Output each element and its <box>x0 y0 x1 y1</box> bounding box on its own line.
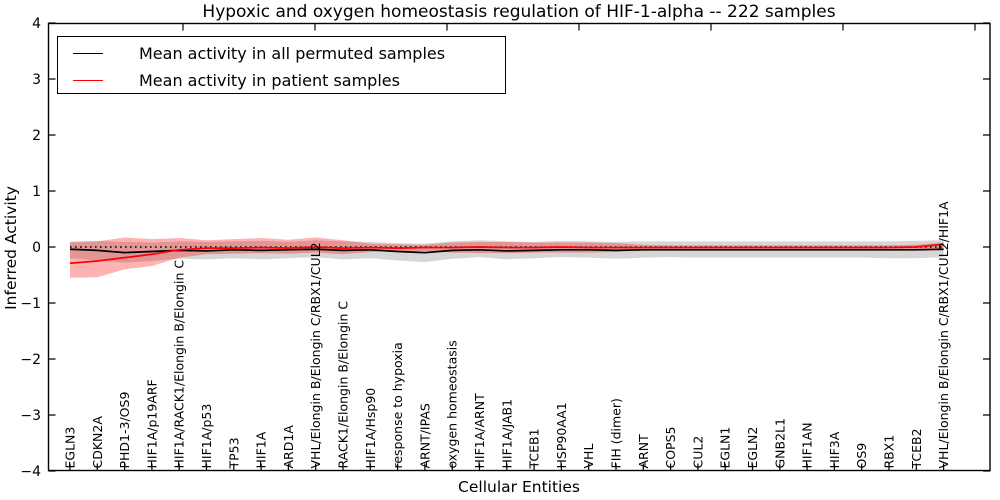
x-tick-label: ARD1A <box>281 425 296 469</box>
x-tick-label: HIF1A/p19ARF <box>144 379 159 468</box>
x-tick-label: HIF1AN <box>800 422 815 468</box>
x-tick-label: EGLN2 <box>745 427 760 469</box>
x-tick-label: HIF1A/RACK1/Elongin B/Elongin C <box>172 260 187 469</box>
x-tick-label: COPS5 <box>663 427 678 469</box>
legend-permuted-label: Mean activity in all permuted samples <box>139 43 446 63</box>
x-tick-label: VHL/Elongin B/Elongin C/RBX1/CUL2 <box>308 242 323 468</box>
y-tick-label: 1 <box>32 184 41 200</box>
x-tick-label: response to hypoxia <box>390 342 405 468</box>
x-tick-label: VHL/Elongin B/Elongin C/RBX1/CUL2/HIF1A <box>936 201 951 469</box>
x-tick-label: HIF1A/ARNT <box>472 393 487 469</box>
x-tick-label: VHL <box>581 444 596 469</box>
patient-mean-line <box>69 243 944 265</box>
y-tick-label: −4 <box>20 464 41 480</box>
x-tick-label: ARNT <box>636 434 651 469</box>
legend: Mean activity in all permuted samples Me… <box>57 36 506 94</box>
y-tick-label: 2 <box>32 128 41 144</box>
x-tick-label: PHD1-3/OS9 <box>117 392 132 469</box>
x-tick-label: ARNT/IPAS <box>417 403 432 468</box>
y-tick-label: 0 <box>32 240 41 256</box>
x-tick-label: CDKN2A <box>90 416 105 469</box>
x-axis-label: Cellular Entities <box>458 478 580 496</box>
x-tick-label: HIF1A/p53 <box>199 404 214 469</box>
legend-patient-line-icon <box>73 79 103 81</box>
x-tick-label: TCEB1 <box>527 428 542 469</box>
axis-ticks <box>48 22 990 472</box>
x-tick-label: GNB2L1 <box>772 418 787 468</box>
x-tick-label: HIF3A <box>827 431 842 468</box>
y-tick-label: −1 <box>20 296 41 312</box>
x-tick-label: EGLN1 <box>718 427 733 469</box>
y-tick-label: 4 <box>32 16 41 32</box>
permuted-mean-line <box>69 248 944 254</box>
x-tick-label: RBX1 <box>882 435 897 469</box>
x-tick-label: RACK1/Elongin B/Elongin C <box>336 301 351 469</box>
legend-patient-label: Mean activity in patient samples <box>139 70 400 90</box>
y-tick-label: −3 <box>20 408 41 424</box>
y-tick-label: −2 <box>20 352 41 368</box>
x-tick-label: HIF1A/Hsp90 <box>363 388 378 469</box>
legend-entry-patient: Mean activity in patient samples <box>58 67 505 93</box>
x-tick-label: HSP90AA1 <box>554 402 569 468</box>
x-tick-label: oxygen homeostasis <box>445 340 460 468</box>
x-tick-label: FIH (dimer) <box>609 398 624 468</box>
y-axis-label: Inferred Activity <box>2 186 20 310</box>
x-tick-label: EGLN3 <box>63 427 78 469</box>
x-tick-label: TP53 <box>226 437 241 469</box>
y-tick-label: 3 <box>32 72 41 88</box>
chart-title: Hypoxic and oxygen homeostasis regulatio… <box>202 2 836 22</box>
x-tick-label: CUL2 <box>690 436 705 469</box>
x-tick-label: HIF1A <box>254 431 269 468</box>
legend-permuted-line-icon <box>73 52 103 54</box>
legend-entry-permuted: Mean activity in all permuted samples <box>58 40 505 66</box>
x-tick-label: TCEB2 <box>909 428 924 469</box>
x-tick-label: HIF1A/JAB1 <box>499 399 514 469</box>
x-tick-label: OS9 <box>854 443 869 469</box>
